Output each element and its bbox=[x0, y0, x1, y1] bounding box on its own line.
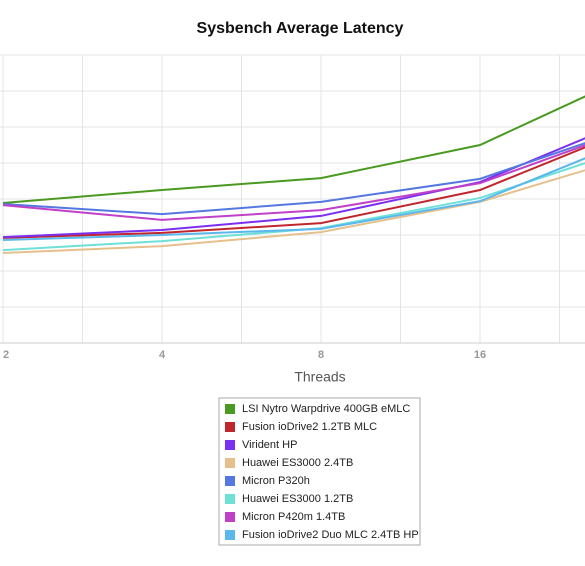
legend-swatch bbox=[225, 530, 235, 540]
series-line bbox=[2, 144, 585, 221]
x-tick-label: 16 bbox=[474, 349, 486, 361]
series-line bbox=[2, 146, 585, 239]
x-tick-label: 8 bbox=[318, 349, 324, 361]
legend-label: Virident HP bbox=[242, 439, 297, 451]
chart-title: Sysbench Average Latency bbox=[197, 20, 404, 37]
legend-label: Fusion ioDrive2 1.2TB MLC bbox=[242, 421, 377, 433]
legend-swatch bbox=[225, 422, 235, 432]
x-axis-label: Threads bbox=[294, 369, 345, 385]
legend-swatch bbox=[225, 440, 235, 450]
legend-label: Huawei ES3000 1.2TB bbox=[242, 493, 353, 505]
series-line bbox=[2, 142, 585, 216]
series-line bbox=[2, 95, 585, 204]
x-tick-label: 2 bbox=[3, 349, 9, 361]
legend-label: LSI Nytro Warpdrive 400GB eMLC bbox=[242, 403, 410, 415]
legend bbox=[218, 397, 421, 546]
legend-swatch bbox=[225, 404, 235, 414]
legend-swatch bbox=[225, 512, 235, 522]
legend-label: Micron P420m 1.4TB bbox=[242, 511, 345, 523]
legend-label: Fusion ioDrive2 Duo MLC 2.4TB HP bbox=[242, 529, 419, 541]
series-line bbox=[2, 169, 585, 254]
legend-swatch bbox=[225, 458, 235, 468]
legend-label: Micron P320h bbox=[242, 475, 310, 487]
legend-swatch bbox=[225, 494, 235, 504]
legend-label: Huawei ES3000 2.4TB bbox=[242, 457, 353, 469]
legend-swatch bbox=[225, 476, 235, 486]
series-line bbox=[2, 157, 585, 242]
x-tick-label: 4 bbox=[159, 349, 166, 361]
